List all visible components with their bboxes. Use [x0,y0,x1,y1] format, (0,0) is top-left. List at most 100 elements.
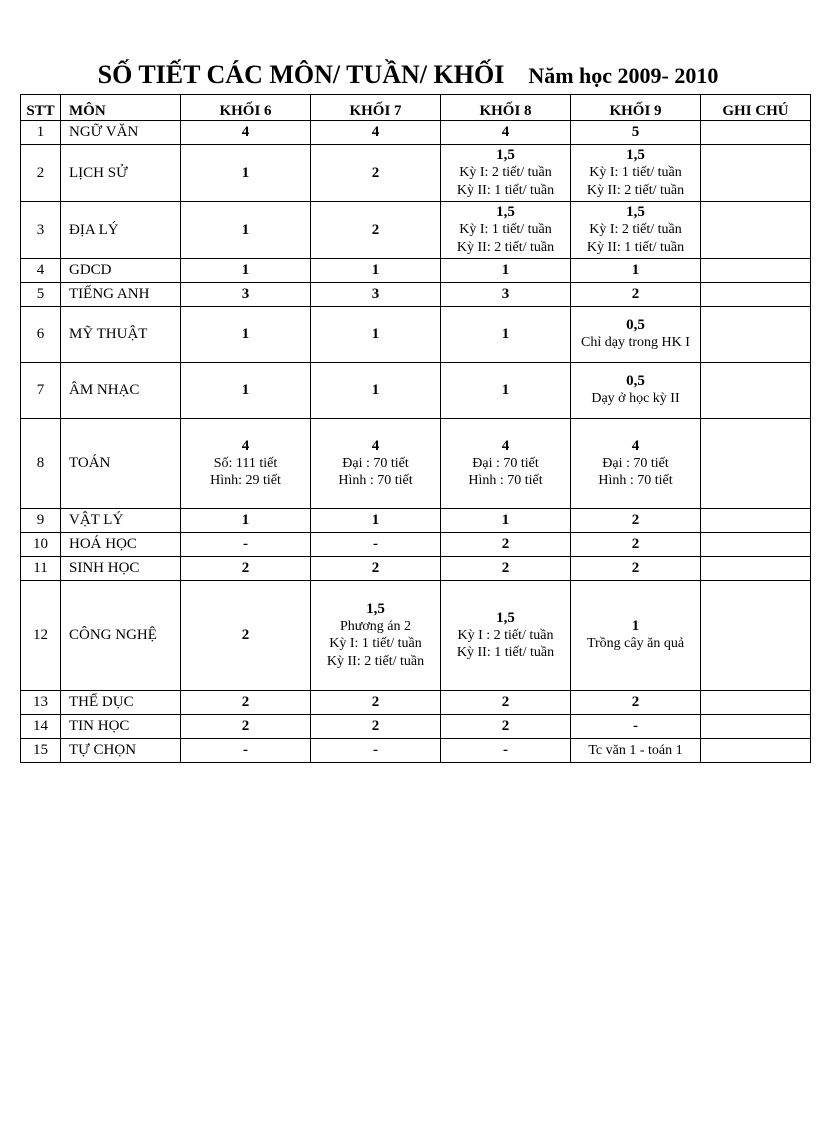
cell-khoi7: 1 [311,363,441,419]
table-row: 9VẬT LÝ1112 [21,509,811,533]
cell-mon: ĐỊA LÝ [61,202,181,259]
cell-main-value: 1 [315,512,436,529]
cell-main-value: 3 [185,286,306,303]
cell-stt: 5 [21,283,61,307]
cell-stt: 12 [21,581,61,691]
cell-sub-value: Kỳ I: 2 tiết/ tuần [445,164,566,182]
cell-khoi6: 2 [181,581,311,691]
cell-khoi8: 2 [441,557,571,581]
cell-sub-value: Kỳ I : 2 tiết/ tuần [445,627,566,645]
cell-khoi8: 4Đại : 70 tiếtHình : 70 tiết [441,419,571,509]
table-row: 6MỸ THUẬT1110,5Chỉ dạy trong HK I [21,307,811,363]
cell-sub-value: Kỳ I: 1 tiết/ tuần [575,164,696,182]
cell-main-value: 3 [315,286,436,303]
cell-mon: TIN HỌC [61,715,181,739]
cell-stt: 3 [21,202,61,259]
cell-khoi8: 2 [441,715,571,739]
table-row: 3ĐỊA LÝ121,5Kỳ I: 1 tiết/ tuầnKỳ II: 2 t… [21,202,811,259]
cell-khoi8: 3 [441,283,571,307]
cell-mon: TOÁN [61,419,181,509]
cell-khoi8: 1,5Kỳ I: 2 tiết/ tuầnKỳ II: 1 tiết/ tuần [441,145,571,202]
cell-khoi9: 5 [571,121,701,145]
cell-main-value: 1,5 [445,204,566,221]
table-row: 14TIN HỌC222- [21,715,811,739]
cell-khoi7: 2 [311,145,441,202]
cell-main-value: 2 [445,694,566,711]
table-body: 1NGỮ VĂN44452LỊCH SỬ121,5Kỳ I: 2 tiết/ t… [21,121,811,763]
cell-main-value: - [185,742,306,759]
cell-main-value: 1 [445,512,566,529]
cell-khoi7: 1,5Phương án 2Kỳ I: 1 tiết/ tuầnKỳ II: 2… [311,581,441,691]
cell-mon: TỰ CHỌN [61,739,181,763]
cell-khoi6: 1 [181,363,311,419]
cell-khoi6: 1 [181,307,311,363]
cell-khoi6: 2 [181,715,311,739]
table-row: 2LỊCH SỬ121,5Kỳ I: 2 tiết/ tuầnKỳ II: 1 … [21,145,811,202]
table-row: 10HOÁ HỌC--22 [21,533,811,557]
col-header-khoi6: KHỐI 6 [181,95,311,121]
cell-ghichu [701,121,811,145]
cell-khoi9: 1,5Kỳ I: 2 tiết/ tuầnKỳ II: 1 tiết/ tuần [571,202,701,259]
cell-stt: 11 [21,557,61,581]
cell-sub-value: Kỳ II: 2 tiết/ tuần [445,239,566,257]
cell-khoi9: 2 [571,509,701,533]
cell-main-value: 4 [315,438,436,455]
cell-main-value: 4 [185,124,306,141]
cell-mon: THỂ DỤC [61,691,181,715]
cell-sub-value: Tc văn 1 - toán 1 [575,742,696,760]
cell-khoi8: 1,5Kỳ I : 2 tiết/ tuầnKỳ II: 1 tiết/ tuầ… [441,581,571,691]
cell-khoi9: 2 [571,533,701,557]
cell-sub-value: Hình : 70 tiết [445,472,566,490]
cell-khoi9: 1Trồng cây ăn quả [571,581,701,691]
cell-sub-value: Hình: 29 tiết [185,472,306,490]
table-header-row: STT MÔN KHỐI 6 KHỐI 7 KHỐI 8 KHỐI 9 GHI … [21,95,811,121]
cell-khoi6: - [181,533,311,557]
table-row: 12CÔNG NGHỆ21,5Phương án 2Kỳ I: 1 tiết/ … [21,581,811,691]
cell-main-value: 3 [445,286,566,303]
col-header-mon: MÔN [61,95,181,121]
cell-ghichu [701,691,811,715]
cell-stt: 8 [21,419,61,509]
cell-ghichu [701,259,811,283]
cell-ghichu [701,283,811,307]
cell-khoi7: 2 [311,715,441,739]
cell-ghichu [701,202,811,259]
cell-sub-value: Trồng cây ăn quả [575,635,696,653]
cell-main-value: 1 [185,262,306,279]
cell-khoi6: 2 [181,691,311,715]
cell-khoi6: 2 [181,557,311,581]
cell-sub-value: Phương án 2 [315,618,436,636]
col-header-stt: STT [21,95,61,121]
col-header-khoi9: KHỐI 9 [571,95,701,121]
cell-main-value: 1 [185,512,306,529]
cell-main-value: 4 [445,438,566,455]
cell-stt: 15 [21,739,61,763]
cell-sub-value: Hình : 70 tiết [315,472,436,490]
cell-sub-value: Kỳ I: 1 tiết/ tuần [445,221,566,239]
cell-stt: 10 [21,533,61,557]
cell-khoi8: 1 [441,259,571,283]
cell-sub-value: Kỳ I: 2 tiết/ tuần [575,221,696,239]
cell-main-value: - [315,742,436,759]
cell-main-value: 2 [445,560,566,577]
table-row: 8TOÁN 4 Số: 111 tiếtHình: 29 tiết 4Đại : 70… [21,419,811,509]
cell-ghichu [701,363,811,419]
cell-khoi8: 2 [441,691,571,715]
cell-khoi7: 2 [311,691,441,715]
cell-stt: 1 [21,121,61,145]
cell-khoi6: 1 [181,145,311,202]
cell-khoi9: 1,5Kỳ I: 1 tiết/ tuầnKỳ II: 2 tiết/ tuần [571,145,701,202]
cell-main-value: 1 [315,382,436,399]
cell-main-value: 1 [575,618,696,635]
cell-mon: VẬT LÝ [61,509,181,533]
cell-main-value: 2 [315,718,436,735]
cell-sub-value: Chỉ dạy trong HK I [575,334,696,352]
cell-sub-value: Kỳ II: 1 tiết/ tuần [445,182,566,200]
cell-sub-value: Số: 111 tiết [185,455,306,473]
cell-main-value: 5 [575,124,696,141]
cell-main-value: 1,5 [445,610,566,627]
cell-khoi9: 0,5Dạy ở học kỳ II [571,363,701,419]
cell-stt: 2 [21,145,61,202]
cell-khoi7: - [311,739,441,763]
cell-khoi8: 2 [441,533,571,557]
